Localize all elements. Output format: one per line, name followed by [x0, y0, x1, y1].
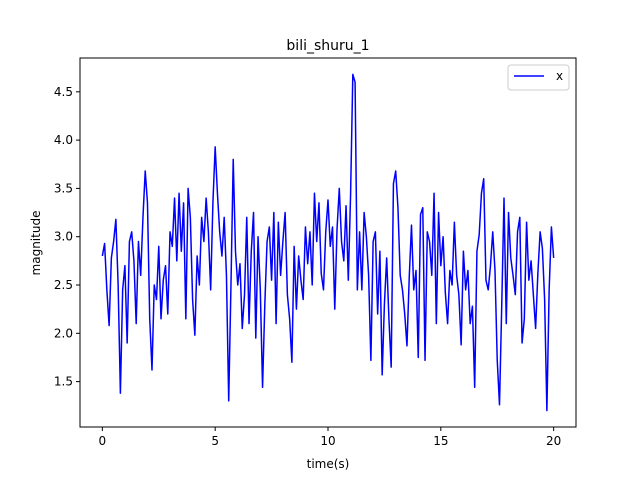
- x-axis-label: time(s): [307, 457, 350, 471]
- y-tick-label: 4.0: [54, 133, 73, 147]
- x-tick-label: 20: [546, 434, 561, 448]
- x-axis-ticks: 0 5 10 15 20: [99, 427, 561, 448]
- y-tick-label: 3.0: [54, 230, 73, 244]
- y-axis-ticks: 1.5 2.0 2.5 3.0 3.5 4.0 4.5: [54, 85, 80, 389]
- legend: x: [507, 64, 570, 91]
- y-tick-label: 2.5: [54, 278, 73, 292]
- y-tick-label: 4.5: [54, 85, 73, 99]
- plot-area: [101, 73, 555, 412]
- axes-frame: [79, 57, 577, 428]
- series-line-x: [101, 73, 555, 412]
- x-tick-label: 15: [433, 434, 448, 448]
- x-tick-label: 5: [211, 434, 219, 448]
- chart-title: bili_shuru_1: [286, 38, 369, 54]
- y-tick-label: 2.0: [54, 326, 73, 340]
- legend-label-x: x: [556, 69, 563, 83]
- y-tick-label: 3.5: [54, 181, 73, 195]
- legend-box: [507, 64, 570, 91]
- y-tick-label: 1.5: [54, 375, 73, 389]
- x-tick-label: 0: [99, 434, 107, 448]
- x-tick-label: 10: [320, 434, 335, 448]
- y-axis-label: magnitude: [29, 211, 43, 276]
